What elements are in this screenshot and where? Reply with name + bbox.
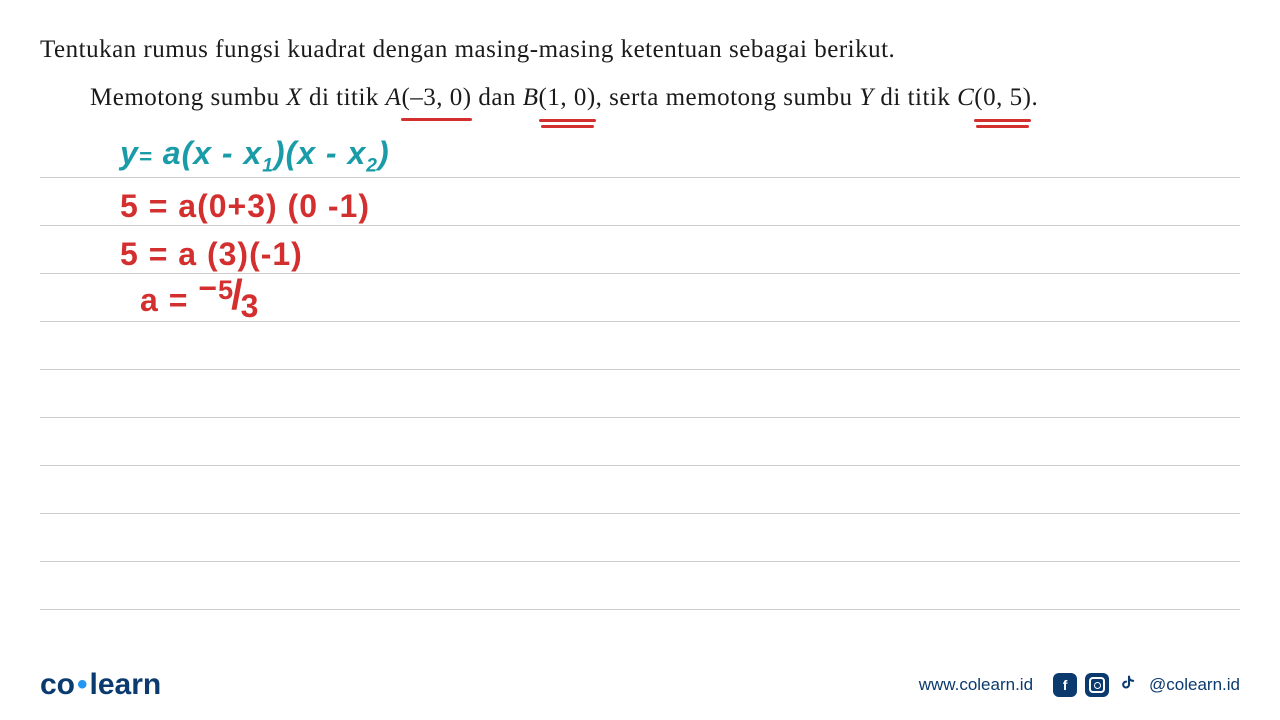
problem-text-2d: , serta memotong sumbu [596,84,860,111]
ruled-line [40,370,1240,418]
problem-line-2: Memotong sumbu X di titik A(–3, 0) dan B… [40,78,1240,118]
footer-right: www.colearn.id f @colearn.id [919,673,1240,697]
point-C: C [957,84,974,111]
logo-part-2: learn [90,668,162,701]
var-Y: Y [859,84,873,111]
ruled-line [40,322,1240,370]
ruled-line: 5 = a(0+3) (0 -1) [40,178,1240,226]
ruled-line [40,466,1240,514]
var-X: X [286,84,302,111]
content-area: Tentukan rumus fungsi kuadrat dengan mas… [0,0,1280,610]
problem-text-2c: dan [472,84,523,111]
tiktok-icon[interactable] [1117,673,1141,697]
ruled-line [40,514,1240,562]
equation-2: 5 = a(0+3) (0 -1) [120,188,370,225]
eq4-den: 3 [241,288,260,324]
logo-part-1: co [40,668,75,701]
coords-C: (0, 5) [974,78,1031,118]
instagram-icon[interactable] [1085,673,1109,697]
logo-dot: • [77,668,88,702]
equation-3: 5 = a (3)(-1) [120,236,303,273]
ruled-line [40,562,1240,610]
point-B: B [523,84,539,111]
problem-text-2b: di titik [302,84,385,111]
worksheet-lines: y= a(x - x1)(x - x2) 5 = a(0+3) (0 -1) 5… [40,130,1240,610]
ruled-line: a = −5/3 [40,274,1240,322]
problem-text-2f: . [1031,84,1038,111]
equation-1: y= a(x - x1)(x - x2) [120,135,390,177]
problem-text-1: Tentukan rumus fungsi kuadrat dengan mas… [40,36,895,63]
coords-B: (1, 0) [539,78,596,118]
eq4-neg: − [198,270,218,306]
ruled-line: y= a(x - x1)(x - x2) [40,130,1240,178]
equation-4: a = −5/3 [140,273,259,321]
facebook-icon[interactable]: f [1053,673,1077,697]
point-A: A [386,84,402,111]
logo: co•learn [40,668,161,702]
problem-line-1: Tentukan rumus fungsi kuadrat dengan mas… [40,30,1240,70]
social-handle: @colearn.id [1149,675,1240,695]
social-icons: f @colearn.id [1053,673,1240,697]
coords-A: (–3, 0) [401,78,471,118]
problem-text-2e: di titik [874,84,957,111]
website-url: www.colearn.id [919,675,1033,695]
ruled-line [40,418,1240,466]
ruled-line: 5 = a (3)(-1) [40,226,1240,274]
eq4-lhs: a = [140,282,198,318]
problem-text-2a: Memotong sumbu [90,84,286,111]
footer: co•learn www.colearn.id f @colearn.id [0,650,1280,720]
